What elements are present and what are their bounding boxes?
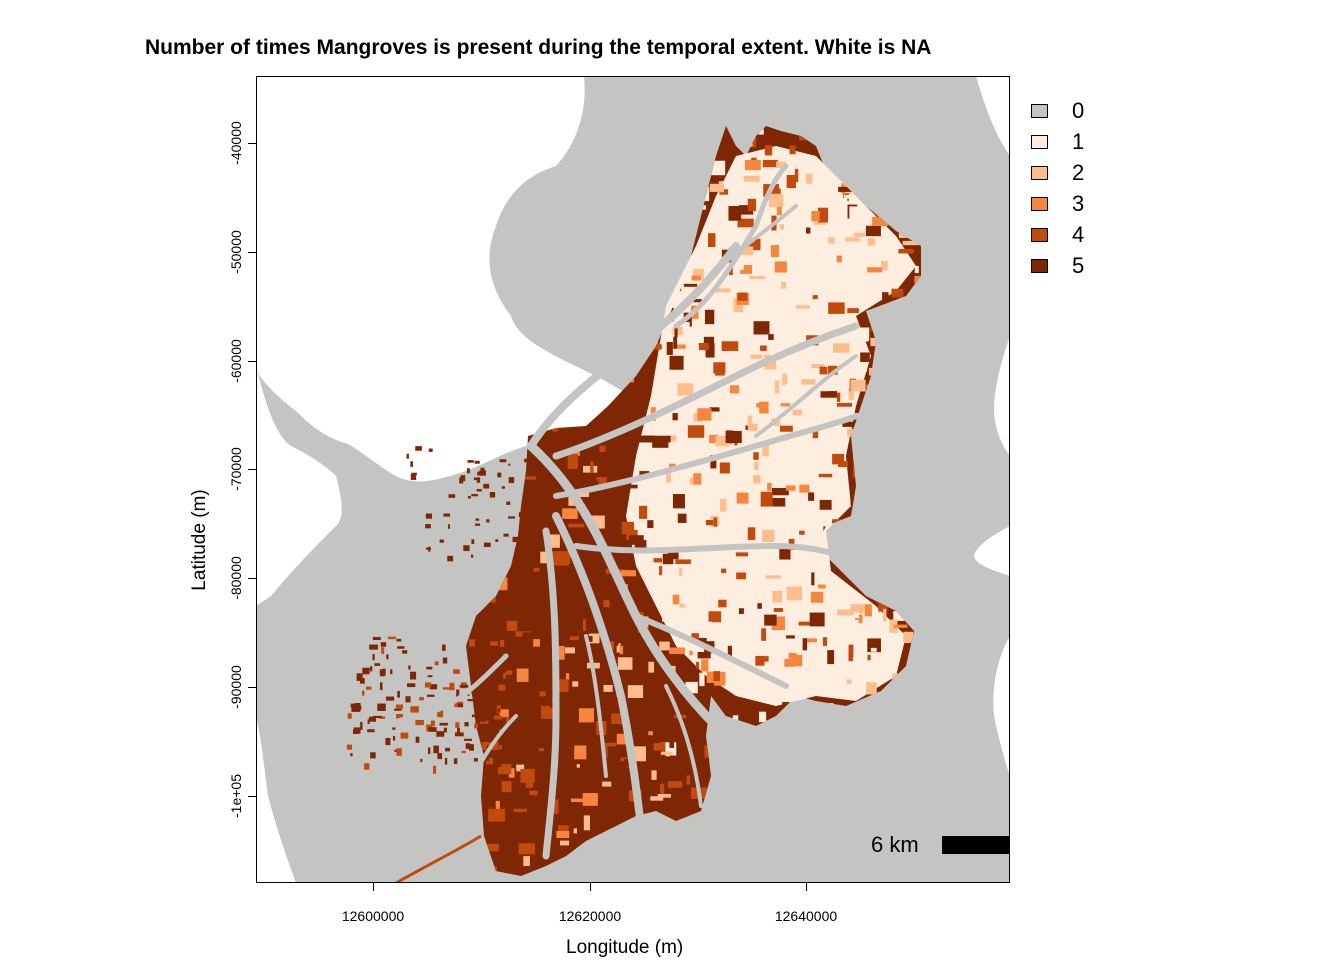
legend-label: 1 — [1072, 128, 1085, 154]
y-tick-label: -60000 — [228, 339, 244, 383]
x-axis-label: Longitude (m) — [566, 937, 684, 958]
scale-bar — [942, 836, 1010, 854]
y-tick-label: -40000 — [228, 121, 244, 165]
y-tick-label: -70000 — [228, 447, 244, 491]
legend-label: 3 — [1072, 190, 1085, 216]
y-tick-mark — [248, 687, 256, 688]
y-tick-mark — [248, 796, 256, 797]
legend-item: 1 — [1031, 126, 1084, 157]
legend-label: 2 — [1072, 159, 1085, 185]
y-tick-mark — [248, 578, 256, 579]
legend: 0 1 2 3 4 5 — [1031, 95, 1084, 281]
y-tick-label: -1e+05 — [228, 774, 244, 818]
na-region — [256, 76, 1010, 883]
legend-swatch — [1031, 134, 1048, 149]
legend-swatch — [1031, 103, 1048, 118]
scale-bar-label: 6 km — [871, 832, 919, 857]
y-tick-label: -90000 — [228, 665, 244, 709]
legend-swatch — [1031, 227, 1048, 242]
legend-item: 2 — [1031, 157, 1084, 188]
legend-swatch — [1031, 258, 1048, 273]
y-tick-mark — [248, 143, 256, 144]
legend-swatch — [1031, 196, 1048, 211]
y-tick-mark — [248, 361, 256, 362]
y-tick-mark — [248, 469, 256, 470]
river-channels — [383, 163, 869, 860]
legend-item: 3 — [1031, 188, 1084, 219]
legend-item: 4 — [1031, 219, 1084, 250]
y-tick-mark — [248, 252, 256, 253]
mangrove-raster-map — [256, 76, 1010, 883]
legend-label: 4 — [1072, 221, 1085, 247]
x-tick-mark — [590, 883, 591, 891]
legend-swatch — [1031, 165, 1048, 180]
y-tick-label: -50000 — [228, 230, 244, 274]
x-tick-mark — [373, 883, 374, 891]
legend-item: 5 — [1031, 250, 1084, 281]
legend-item: 0 — [1031, 95, 1084, 126]
x-tick-label: 12620000 — [558, 908, 622, 924]
x-tick-label: 12640000 — [774, 908, 838, 924]
x-tick-mark — [806, 883, 807, 891]
map-title: Number of times Mangroves is present dur… — [145, 36, 932, 59]
legend-label: 5 — [1072, 252, 1085, 278]
map-panel — [256, 76, 1010, 883]
legend-label: 0 — [1072, 97, 1085, 123]
y-axis-label: Latitude (m) — [189, 489, 210, 591]
y-tick-label: -80000 — [228, 556, 244, 600]
x-tick-label: 12600000 — [341, 908, 405, 924]
